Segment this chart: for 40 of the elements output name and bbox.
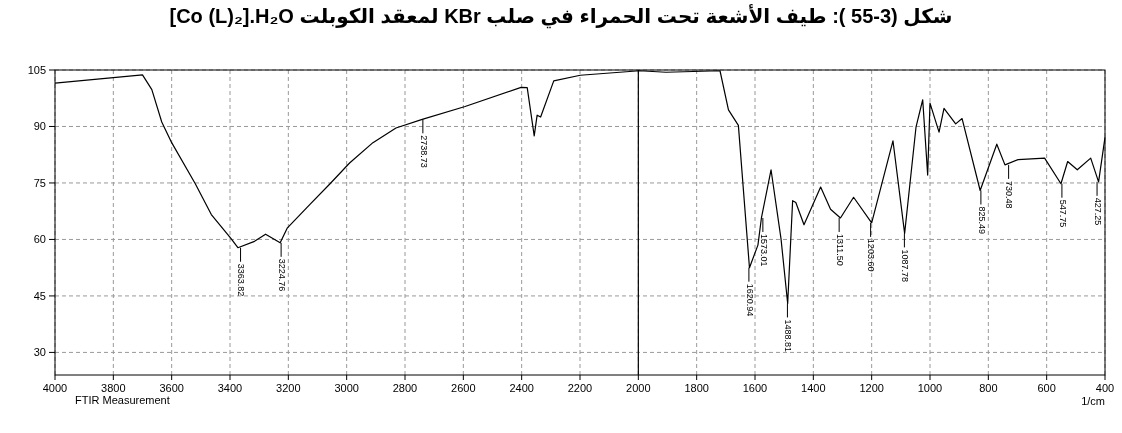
y-tick-label: 45 [33,289,46,302]
x-axis-title: 1/cm [1081,395,1105,407]
x-tick-label: 1000 [917,382,943,394]
x-tick-label: 2800 [392,382,418,394]
annotation: 825.49 [976,206,987,235]
annotation: 1620.94 [744,283,755,317]
annotation: 1488.81 [783,319,794,352]
y-tick-label: 105 [27,64,46,76]
text: FTIR Measurement [75,394,170,406]
annotation: 1573.01 [758,233,769,267]
annotation: 1311.50 [834,233,845,266]
annotation: 547.75 [1057,199,1068,228]
x-tick-label: 2000 [626,382,651,394]
x-tick-label: 1200 [859,382,884,394]
y-tick-label: 90 [33,120,46,133]
annotation: 1087.78 [900,249,911,282]
x-tick-label: 800 [979,382,998,394]
x-tick-label: 400 [1095,382,1115,394]
x-tick-label: 3400 [217,382,243,394]
annotation: 730.48 [1004,180,1015,209]
y-tick-label: 60 [33,233,46,246]
x-tick-label: 1600 [742,382,768,394]
x-tick-label: 1400 [801,382,826,394]
annotation: 427.25 [1092,197,1103,226]
y-tick-label: 75 [33,176,46,189]
annotation: 1203.60 [866,238,877,272]
x-tick-label: 3800 [101,382,126,394]
x-tick-label: 1800 [684,382,709,394]
x-tick-label: 4000 [42,382,68,394]
x-tick-label: 2600 [451,382,476,394]
x-tick-label: 3200 [276,382,301,394]
x-tick-label: 3600 [159,382,184,394]
x-tick-label: 2400 [509,382,534,394]
x-tick-label: 3000 [334,382,359,394]
annotation: 3224.76 [276,258,287,292]
x-tick-label: 2200 [567,382,593,394]
x-tick-label: 600 [1037,382,1056,394]
annotation: 2738.73 [418,135,429,168]
annotation: 3363.82 [236,263,247,297]
y-tick-label: 30 [33,346,46,359]
